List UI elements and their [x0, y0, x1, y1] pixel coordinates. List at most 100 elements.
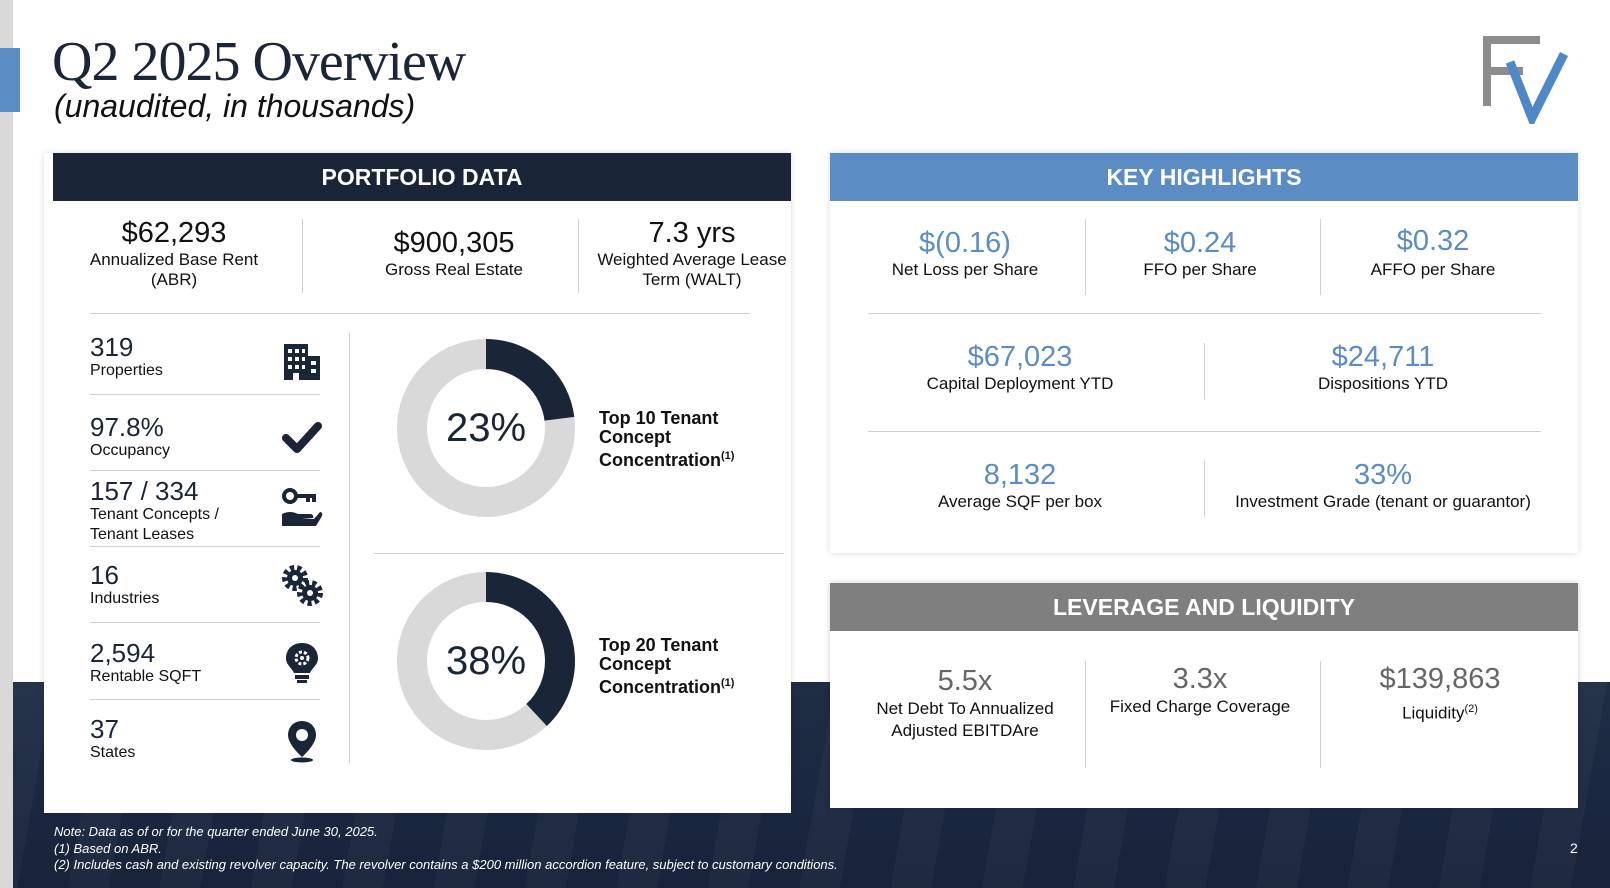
stat-value: 37 [90, 714, 119, 744]
kpi-label: Annualized Base Rent (ABR) [89, 250, 259, 289]
footnote-ref: (1) [721, 450, 735, 462]
highlight-net-loss: $(0.16) Net Loss per Share [870, 227, 1060, 280]
kpi-abr: $62,293 Annualized Base Rent (ABR) [74, 217, 274, 290]
gears-icon [282, 565, 323, 606]
stat-value: 16 [90, 560, 119, 590]
kpi-value: $62,293 [121, 217, 227, 249]
footnote-ref: (1) [721, 677, 735, 689]
divider [868, 431, 1541, 432]
highlight-value: $67,023 [967, 341, 1073, 373]
footnote-note: Note: Data as of or for the quarter ende… [54, 824, 378, 839]
stat-tenants: 157 / 334 Tenant Concepts / Tenant Lease… [90, 477, 330, 545]
lightbulb-gear-icon [286, 643, 318, 683]
divider [374, 553, 784, 554]
divider [90, 546, 320, 547]
leverage-net-debt: 5.5x Net Debt To Annualized Adjusted EBI… [870, 665, 1060, 742]
donut-caption-top20: Top 20 Tenant Concept Concentration(1) [599, 636, 759, 697]
portfolio-header: PORTFOLIO DATA [53, 153, 791, 201]
page-number: 2 [1570, 840, 1578, 856]
footnote-2: (2) Includes cash and existing revolver … [54, 857, 838, 872]
stat-label: Tenant Concepts / Tenant Leases [90, 506, 219, 543]
highlight-dispositions: $24,711 Dispositions YTD [1253, 341, 1513, 394]
title-accent-bar [0, 48, 20, 112]
highlight-avg-sqf: 8,132 Average SQF per box [890, 459, 1150, 512]
stat-value: 319 [90, 332, 134, 362]
highlight-label: Capital Deployment YTD [926, 374, 1114, 393]
kpi-value: $900,305 [393, 227, 515, 259]
company-logo [1483, 36, 1569, 124]
stat-label: Rentable SQFT [90, 668, 202, 685]
highlight-affo: $0.32 AFFO per Share [1338, 225, 1528, 280]
donut-chart-top20 [397, 572, 575, 750]
stat-value: 2,594 [90, 638, 156, 668]
footnote-1: (1) Based on ABR. [54, 840, 162, 856]
donut-percent-top20: 38% [445, 639, 527, 683]
highlight-value: $0.24 [1163, 227, 1237, 259]
map-pin-icon [288, 721, 316, 763]
key-hand-icon [282, 488, 323, 526]
kpi-walt: 7.3 yrs Weighted Average Lease Term (WAL… [592, 217, 792, 290]
liquidity-label-text: Liquidity [1402, 703, 1465, 723]
highlight-value: $(0.16) [919, 227, 1011, 259]
highlights-header: KEY HIGHLIGHTS [830, 153, 1578, 201]
checkmark-icon [282, 422, 322, 453]
leverage-liquidity: $139,863 Liquidity(2) [1330, 663, 1550, 725]
highlight-label: AFFO per Share [1370, 260, 1496, 279]
highlight-label: Average SQF per box [937, 492, 1103, 511]
highlight-ffo: $0.24 FFO per Share [1105, 227, 1295, 280]
key-highlights-panel: KEY HIGHLIGHTS $(0.16) Net Loss per Shar… [830, 153, 1578, 553]
caption-text: Top 20 Tenant Concept Concentration [599, 635, 722, 697]
divider [90, 470, 320, 471]
stat-label: States [90, 744, 136, 761]
kpi-label: Weighted Average Lease Term (WALT) [597, 250, 787, 289]
divider [90, 622, 320, 623]
divider [90, 394, 320, 395]
highlight-value: $24,711 [1331, 341, 1435, 373]
leverage-value: 3.3x [1172, 663, 1228, 695]
stat-label: Properties [90, 362, 163, 379]
stat-label: Industries [90, 590, 160, 607]
footnotes: Note: Data as of or for the quarter ende… [54, 824, 838, 874]
highlight-label: FFO per Share [1143, 260, 1257, 279]
leverage-label: Net Debt To Annualized Adjusted EBITDAre [876, 699, 1054, 740]
page-title: Q2 2025 Overview [52, 31, 466, 93]
stat-states: 37 States [90, 715, 330, 763]
donut-caption-top10: Top 10 Tenant Concept Concentration(1) [599, 409, 759, 470]
leverage-header: LEVERAGE AND LIQUIDITY [830, 583, 1578, 631]
divider [1320, 219, 1321, 295]
stat-value: 97.8% [90, 412, 164, 442]
highlight-label: Net Loss per Share [891, 260, 1039, 279]
divider [1320, 661, 1321, 768]
highlight-investment-grade: 33% Investment Grade (tenant or guaranto… [1223, 459, 1543, 512]
leverage-label: Liquidity(2) [1330, 698, 1550, 725]
kpi-label: Gross Real Estate [385, 260, 523, 279]
divider [349, 333, 350, 763]
stat-value: 157 / 334 [90, 476, 199, 506]
donut-arc [397, 572, 575, 750]
building-icon [284, 344, 320, 380]
divider [90, 313, 750, 314]
stat-industries: 16 Industries [90, 561, 330, 609]
divider [302, 219, 303, 293]
stat-occupancy: 97.8% Occupancy [90, 413, 330, 461]
leverage-liquidity-panel: LEVERAGE AND LIQUIDITY 5.5x Net Debt To … [830, 583, 1578, 808]
divider [1085, 661, 1086, 768]
divider [1204, 461, 1205, 517]
stat-rentable-sqft: 2,594 Rentable SQFT [90, 639, 330, 687]
divider [1085, 219, 1086, 295]
divider [1204, 343, 1205, 399]
highlight-value: 33% [1353, 459, 1413, 491]
kpi-gross-real-estate: $900,305 Gross Real Estate [329, 227, 579, 280]
donut-arc [397, 339, 575, 517]
leverage-value: 5.5x [937, 665, 993, 697]
leverage-value: $139,863 [1379, 663, 1501, 695]
divider [90, 699, 320, 700]
donut-chart-top10 [397, 339, 575, 517]
highlight-label: Dispositions YTD [1317, 374, 1449, 393]
highlight-value: 8,132 [983, 459, 1057, 491]
donut-percent-top10: 23% [445, 406, 527, 450]
leverage-fixed-charge: 3.3x Fixed Charge Coverage [1095, 663, 1305, 718]
kpi-value: 7.3 yrs [648, 217, 736, 249]
highlight-value: $0.32 [1396, 225, 1470, 257]
divider [578, 219, 579, 293]
